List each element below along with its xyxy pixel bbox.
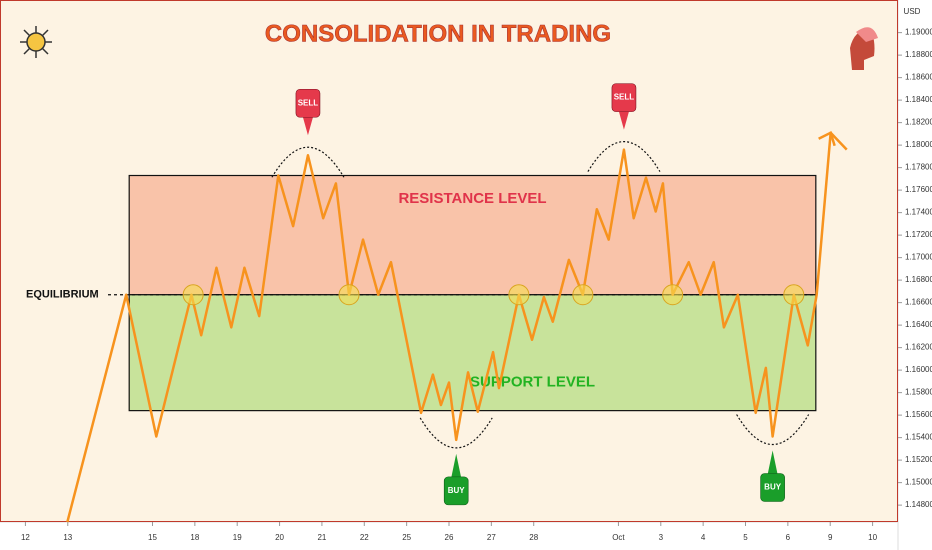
signal-pointer <box>618 111 629 130</box>
x-tick-label: 26 <box>445 533 454 542</box>
signal: SELL <box>271 88 345 178</box>
y-tick-label: 1.16400 <box>905 320 932 329</box>
touch-point <box>508 284 530 306</box>
y-tick-label: 1.17800 <box>905 163 932 172</box>
x-tick-label: 28 <box>529 533 538 542</box>
y-tick-label: 1.15200 <box>905 455 932 464</box>
y-tick-label: 1.16200 <box>905 343 932 352</box>
x-tick-label: 15 <box>148 533 157 542</box>
touch-point <box>182 284 204 306</box>
y-tick-label: 1.16800 <box>905 275 932 284</box>
signal-arc <box>419 417 493 449</box>
x-tick-label: 21 <box>317 533 326 542</box>
time-axis-panel <box>0 522 898 550</box>
zone-label: SUPPORT LEVEL <box>470 374 595 391</box>
x-tick-label: 20 <box>275 533 284 542</box>
y-tick-label: 1.18000 <box>905 140 932 149</box>
signal-arc <box>271 146 345 178</box>
touch-point <box>338 284 360 306</box>
x-tick-label: 4 <box>701 533 706 542</box>
y-tick-label: 1.19000 <box>905 28 932 37</box>
signal-pointer <box>302 117 313 136</box>
signal-pointer <box>451 453 462 478</box>
signal-arc <box>736 414 810 445</box>
touch-point <box>783 284 805 306</box>
y-tick-label: 1.18800 <box>905 50 932 59</box>
x-tick-label: 10 <box>868 533 877 542</box>
y-tick-label: 1.18600 <box>905 73 932 82</box>
currency-label: USD <box>904 7 921 16</box>
x-tick-label: 5 <box>743 533 748 542</box>
x-tick-label: 18 <box>190 533 199 542</box>
y-tick-label: 1.17600 <box>905 185 932 194</box>
zone-label: RESISTANCE LEVEL <box>398 190 546 207</box>
signal: BUY <box>736 414 810 502</box>
signal-label: BUY <box>448 486 466 495</box>
y-tick-label: 1.17000 <box>905 253 932 262</box>
x-tick-label: 22 <box>360 533 369 542</box>
signal-arc <box>587 141 661 172</box>
logo-right <box>850 27 878 70</box>
y-tick-label: 1.15600 <box>905 410 932 419</box>
x-tick-label: 19 <box>233 533 242 542</box>
signal-label: SELL <box>298 98 319 107</box>
y-tick-label: 1.15400 <box>905 433 932 442</box>
signal: SELL <box>587 83 661 172</box>
y-tick-label: 1.15800 <box>905 388 932 397</box>
signal-box <box>760 473 785 502</box>
y-tick-label: 1.14800 <box>905 500 932 509</box>
x-tick-label: Oct <box>612 533 625 542</box>
x-tick-label: 9 <box>828 533 833 542</box>
y-tick-label: 1.18400 <box>905 95 932 104</box>
signal-label: SELL <box>614 93 635 102</box>
price-axis-panel <box>898 0 932 550</box>
arrow-head <box>818 130 836 147</box>
x-tick-label: 3 <box>659 533 664 542</box>
x-tick-label: 6 <box>786 533 791 542</box>
y-tick-label: 1.16000 <box>905 365 932 374</box>
equilibrium-label: EQUILIBRIUM <box>26 289 99 301</box>
y-tick-label: 1.15000 <box>905 478 932 487</box>
signal-box <box>443 476 469 506</box>
signal-box <box>295 88 321 118</box>
signal-pointer <box>767 450 778 475</box>
y-tick-label: 1.16600 <box>905 298 932 307</box>
chart-title: CONSOLIDATION IN TRADING <box>265 20 611 47</box>
logo-left <box>20 26 52 58</box>
y-tick-label: 1.18200 <box>905 118 932 127</box>
touch-point <box>572 284 594 306</box>
x-tick-label: 25 <box>402 533 411 542</box>
x-tick-label: 13 <box>63 533 72 542</box>
y-tick-label: 1.17400 <box>905 208 932 217</box>
x-tick-label: 27 <box>487 533 496 542</box>
frame <box>0 0 898 522</box>
y-tick-label: 1.17200 <box>905 230 932 239</box>
touch-point <box>662 284 684 306</box>
signal-box <box>611 83 637 112</box>
signal: BUY <box>419 417 493 506</box>
x-tick-label: 12 <box>21 533 30 542</box>
price-line <box>66 131 848 523</box>
signal-label: BUY <box>764 483 782 492</box>
